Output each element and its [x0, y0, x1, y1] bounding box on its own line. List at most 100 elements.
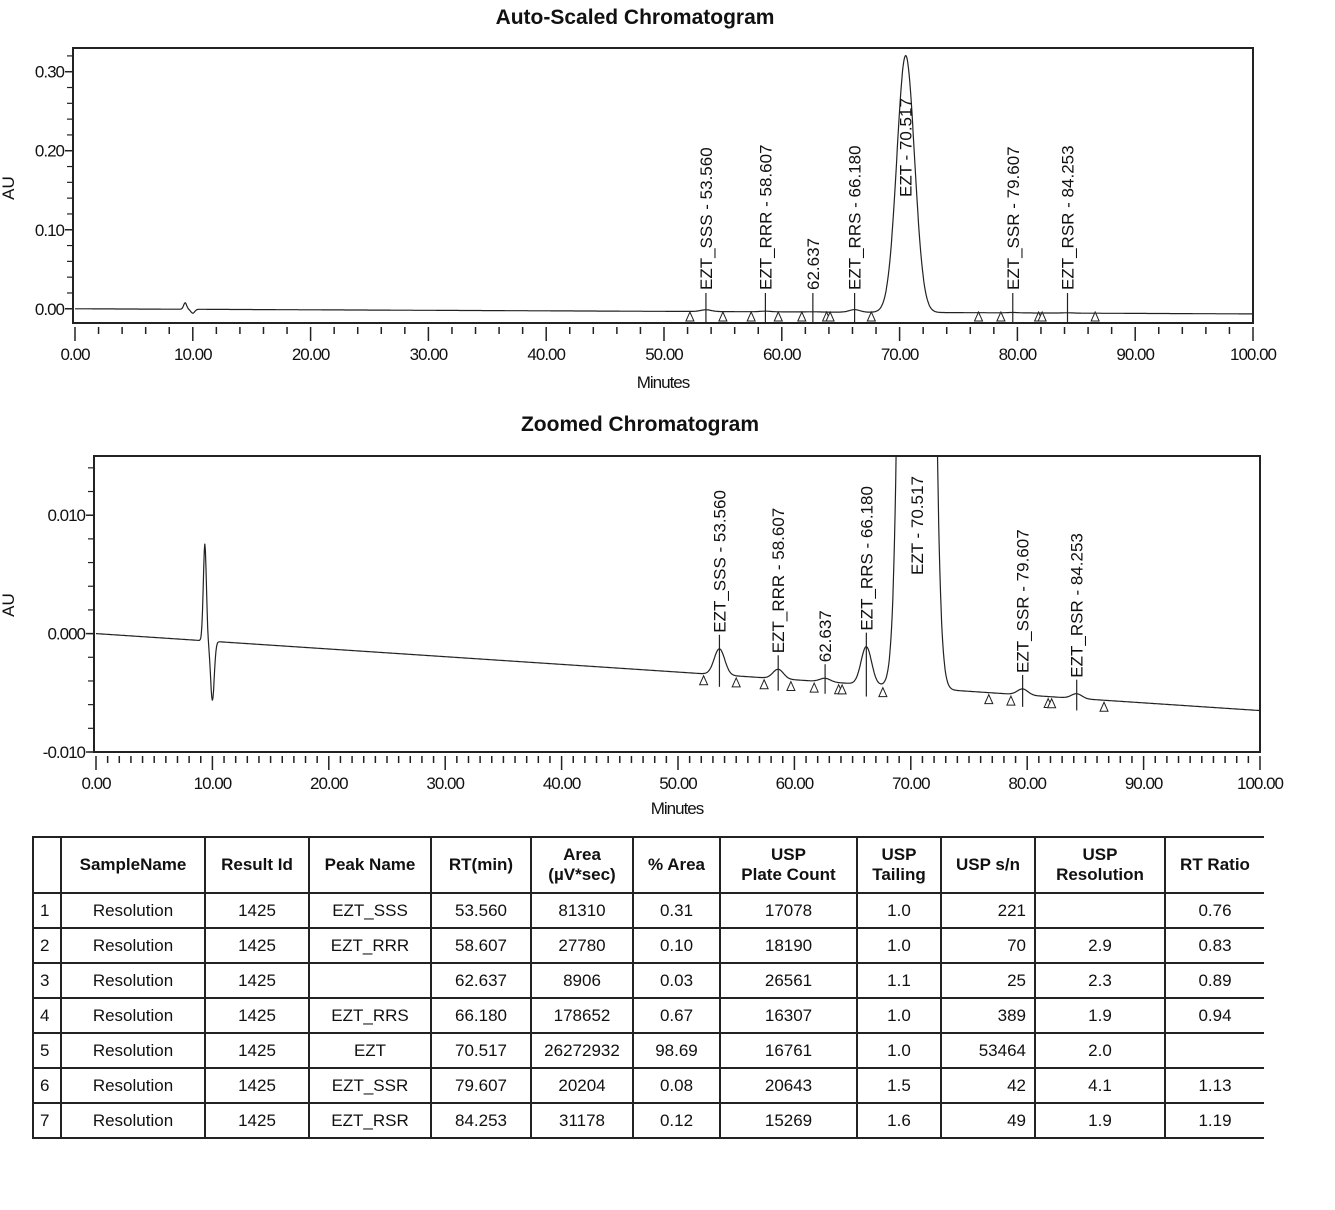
x-tick-label: 50.00	[645, 345, 683, 364]
column-header: % Area	[632, 836, 721, 894]
chart-title-zoomed: Zoomed Chromatogram	[520, 413, 759, 436]
table-cell: Resolution	[60, 997, 206, 1034]
integration-mark	[1037, 310, 1047, 322]
table-cell: 0.10	[632, 927, 721, 964]
x-tick-label: 20.00	[310, 774, 348, 793]
column-header: USP Plate Count	[719, 836, 858, 894]
table-cell: 25	[940, 962, 1036, 999]
column-header-text: Plate Count	[741, 865, 836, 884]
table-cell: 6	[32, 1067, 62, 1104]
chart-0: 0.00 10.00 20.00 30.00 40.00 50.00 60.00 70.00 8…	[0, 47, 1278, 392]
table-cell: EZT_RRS	[308, 997, 432, 1034]
column-header-text: USP	[771, 845, 806, 864]
integration-mark	[797, 310, 807, 322]
peak-label: 62.637	[816, 610, 835, 662]
table-cell: 1425	[204, 1067, 310, 1104]
x-tick-label: 20.00	[292, 345, 330, 364]
table-cell: EZT_SSR	[308, 1067, 432, 1104]
chromatogram-trace	[75, 54, 1253, 315]
peak-label: EZT_RSR - 84.253	[1059, 145, 1078, 290]
table-cell: Resolution	[60, 892, 206, 929]
x-tick-label: 10.00	[194, 774, 232, 793]
peak-label: EZT_SSS - 53.560	[710, 490, 729, 633]
table-cell: EZT	[308, 1032, 432, 1069]
column-header-text: Area	[563, 845, 601, 864]
table-cell: 70	[940, 927, 1036, 964]
table-cell: 66.180	[430, 997, 532, 1034]
integration-mark	[1099, 701, 1109, 712]
column-header: Result Id	[204, 836, 310, 894]
table-cell: 58.607	[430, 927, 532, 964]
chart-1: 0.00 10.00 20.00 30.00 40.00 50.00 60.00 70.00 8…	[0, 455, 1285, 818]
table-cell: 4	[32, 997, 62, 1034]
table-cell: 5	[32, 1032, 62, 1069]
chromatogram-charts: 0.00 10.00 20.00 30.00 40.00 50.00 60.00 70.00 8…	[0, 47, 1285, 818]
peak-label: EZT - 70.517	[897, 98, 916, 197]
table-cell: 18190	[719, 927, 858, 964]
integration-mark	[773, 310, 784, 322]
table-cell: 389	[940, 997, 1036, 1034]
table-cell: 20204	[530, 1067, 634, 1104]
table-cell: 1.9	[1034, 997, 1166, 1034]
table-cell: Resolution	[60, 1067, 206, 1104]
chart-title-auto-scaled: Auto-Scaled Chromatogram	[495, 6, 775, 29]
table-row: 2 Resolution 1425 EZT_RRR 58.607 27780 0.10 181…	[32, 927, 1264, 964]
y-tick-label: -0.010	[43, 743, 86, 762]
peak-label: EZT_RRS - 66.180	[846, 145, 865, 290]
integration-mark	[685, 310, 695, 322]
integration-mark	[731, 676, 741, 688]
column-header-text: RT Ratio	[1180, 855, 1250, 874]
integration-mark	[1006, 694, 1016, 706]
x-tick-label: 40.00	[543, 774, 581, 793]
peak-results-table: SampleName Result Id Peak Name RT(min) Area(…	[32, 836, 1264, 1139]
x-tick-label: 30.00	[410, 345, 448, 364]
integration-mark	[1090, 310, 1100, 322]
x-tick-label: 70.00	[881, 345, 919, 364]
table-header-row: SampleName Result Id Peak Name RT(min) Area(…	[32, 836, 1264, 894]
plot-frame	[93, 455, 1261, 753]
column-header-text: Resolution	[1056, 865, 1144, 884]
table-row: 4 Resolution 1425 EZT_RRS 66.180 178652 0.67 16…	[32, 997, 1264, 1034]
table-cell: 1.1	[856, 962, 942, 999]
table-cell: 20643	[719, 1067, 858, 1104]
column-header-text: Result Id	[221, 855, 293, 874]
y-axis-label: AU	[0, 593, 18, 617]
table-cell	[308, 962, 432, 999]
integration-mark	[718, 310, 728, 322]
table-cell: 0.89	[1164, 962, 1264, 999]
table-cell: 16761	[719, 1032, 858, 1069]
table-cell: 1.0	[856, 1032, 942, 1069]
y-tick-label: 0.10	[35, 221, 65, 240]
table-cell: 1425	[204, 1102, 310, 1139]
table-cell: 221	[940, 892, 1036, 929]
table-cell	[1164, 1032, 1264, 1069]
peak-label: EZT_RRR - 58.607	[756, 145, 775, 291]
column-header: USP s/n	[940, 836, 1036, 894]
x-axis-label: Minutes	[637, 373, 690, 392]
peak-label: EZT - 70.517	[908, 476, 927, 575]
table-row: 7 Resolution 1425 EZT_RSR 84.253 31178 0.12 152…	[32, 1102, 1264, 1139]
table-cell: 1425	[204, 997, 310, 1034]
column-header: RT(min)	[430, 836, 532, 894]
column-header: Area (µV*sec)	[530, 836, 634, 894]
table-cell: 27780	[530, 927, 634, 964]
column-header	[32, 836, 62, 894]
table-cell	[1034, 892, 1166, 929]
table-cell: 1425	[204, 892, 310, 929]
y-tick-label: 0.010	[47, 506, 85, 525]
table-cell: 8906	[530, 962, 634, 999]
y-tick-label: 0.20	[35, 142, 65, 161]
table-cell: 2.3	[1034, 962, 1166, 999]
peak-label: EZT_RSR - 84.253	[1068, 533, 1087, 678]
x-tick-label: 80.00	[1008, 774, 1046, 793]
column-header-text: Tailing	[872, 865, 926, 884]
column-header-text: (µV*sec)	[548, 865, 616, 884]
plot-frame	[72, 47, 1254, 324]
table-cell: 79.607	[430, 1067, 532, 1104]
column-header: USP Resolution	[1034, 836, 1166, 894]
table-cell: 2.9	[1034, 927, 1166, 964]
x-tick-label: 0.00	[81, 774, 111, 793]
table-cell: 1.13	[1164, 1067, 1264, 1104]
integration-mark	[825, 310, 835, 322]
table-cell: 70.517	[430, 1032, 532, 1069]
